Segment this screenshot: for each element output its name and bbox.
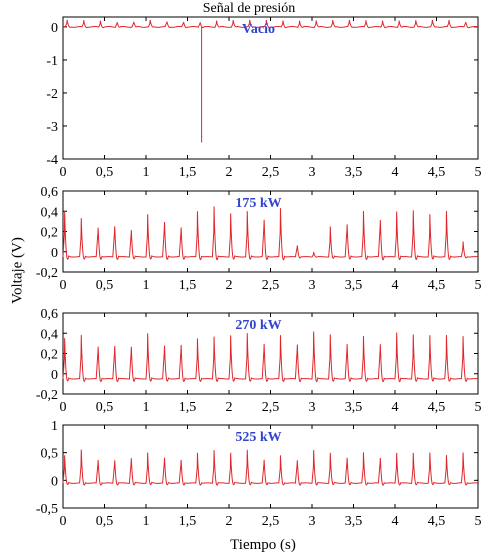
signal-line-4	[62, 449, 479, 486]
y-tick-label: 0,5	[41, 447, 59, 462]
x-tick-label: 0	[60, 514, 67, 529]
x-tick-label: 3,5	[345, 278, 363, 293]
x-tick-label: 1	[143, 400, 150, 415]
x-tick-label: 1,5	[179, 400, 197, 415]
panel-label-4: 525 kW	[235, 430, 281, 445]
y-tick-label: 1	[51, 419, 58, 434]
x-tick-label: 2,5	[262, 278, 280, 293]
x-tick-label: 5	[475, 278, 482, 293]
x-tick-label: 0,5	[96, 278, 114, 293]
y-tick-label: 0	[51, 474, 58, 489]
x-tick-label: 0,5	[96, 165, 114, 180]
y-tick-label: 0,6	[41, 307, 59, 322]
signal-line-3	[62, 331, 479, 383]
y-tick-label: -1	[46, 54, 58, 69]
y-tick-label: 0,4	[41, 205, 59, 220]
x-tick-label: 3,5	[345, 514, 363, 529]
y-tick-label: -0,2	[36, 388, 58, 403]
x-tick-label: 0,5	[96, 400, 114, 415]
y-tick-label: 0,4	[41, 327, 59, 342]
x-tick-label: 2	[226, 514, 233, 529]
x-tick-label: 1,5	[179, 514, 197, 529]
y-tick-label: 0,2	[41, 348, 59, 363]
x-tick-label: 3	[309, 165, 316, 180]
x-axis-label: Tiempo (s)	[230, 537, 296, 553]
x-tick-label: 3,5	[345, 400, 363, 415]
x-tick-label: 4,5	[428, 514, 446, 529]
x-tick-label: 2	[226, 278, 233, 293]
x-tick-label: 0,5	[96, 514, 114, 529]
x-tick-label: 3	[309, 514, 316, 529]
y-tick-label: 0	[51, 368, 58, 383]
x-tick-label: 3	[309, 278, 316, 293]
panel-label-3: 270 kW	[235, 318, 281, 333]
y-tick-label: 0,6	[41, 185, 59, 200]
x-tick-label: 0	[60, 400, 67, 415]
x-tick-label: 0	[60, 278, 67, 293]
x-tick-label: 1,5	[179, 165, 197, 180]
y-tick-label: 0	[51, 21, 58, 36]
x-tick-label: 2,5	[262, 400, 280, 415]
panel-label-2: 175 kW	[235, 196, 281, 211]
x-tick-label: 1	[143, 514, 150, 529]
y-tick-label: -4	[46, 153, 58, 168]
x-tick-label: 4	[392, 514, 399, 529]
signal-line-2	[62, 206, 479, 261]
x-tick-label: 1	[143, 278, 150, 293]
x-tick-label: 5	[475, 165, 482, 180]
x-tick-label: 3,5	[345, 165, 363, 180]
x-tick-label: 2,5	[262, 514, 280, 529]
x-tick-label: 4	[392, 278, 399, 293]
panel-label-1: Vacío	[242, 22, 275, 37]
signal-line-1	[62, 19, 479, 29]
x-tick-label: 5	[475, 400, 482, 415]
x-tick-label: 5	[475, 514, 482, 529]
x-tick-label: 4,5	[428, 400, 446, 415]
x-tick-label: 2,5	[262, 165, 280, 180]
y-tick-label: -0,2	[36, 266, 58, 281]
x-tick-label: 2	[226, 400, 233, 415]
plot-frame-1	[62, 16, 479, 160]
x-tick-label: 4,5	[428, 278, 446, 293]
x-tick-label: 2	[226, 165, 233, 180]
x-tick-label: 0	[60, 165, 67, 180]
y-tick-label: 0,2	[41, 226, 59, 241]
x-tick-label: 4,5	[428, 165, 446, 180]
y-tick-label: -3	[46, 120, 58, 135]
y-tick-label: -0,5	[36, 502, 58, 517]
x-tick-label: 4	[392, 165, 399, 180]
y-tick-label: 0	[51, 246, 58, 261]
x-tick-label: 4	[392, 400, 399, 415]
figure-title: Señal de presión	[202, 1, 296, 16]
x-tick-label: 1	[143, 165, 150, 180]
x-tick-label: 3	[309, 400, 316, 415]
x-tick-label: 1,5	[179, 278, 197, 293]
y-tick-label: -2	[46, 87, 58, 102]
